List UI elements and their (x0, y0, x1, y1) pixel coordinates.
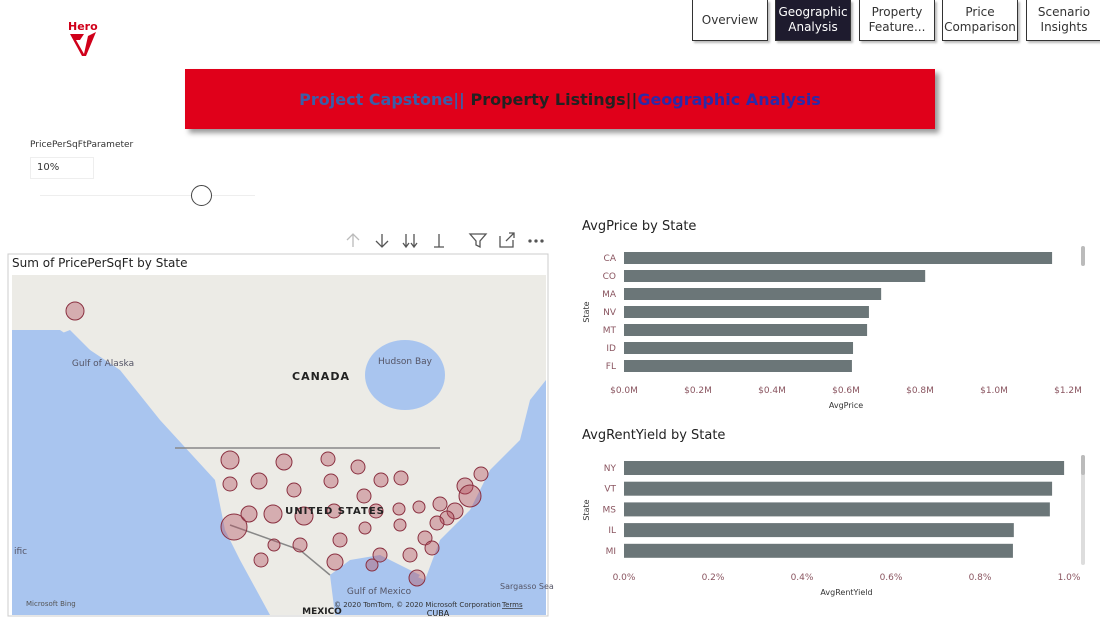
map-brand: Microsoft Bing (26, 600, 76, 608)
map-label: Gulf of Alaska (72, 359, 134, 369)
y-tick-label: MA (602, 290, 617, 300)
scrollbar-thumb[interactable] (1081, 455, 1085, 475)
map-title: Sum of PricePerSqFt by State (12, 256, 187, 270)
map-label: CANADA (292, 370, 350, 383)
y-tick-label: ID (606, 344, 616, 354)
y-tick-label: MT (603, 326, 617, 336)
map-attribution: © 2020 TomTom, © 2020 Microsoft Corporat… (334, 601, 501, 609)
bar (624, 523, 1014, 538)
nav-button[interactable]: Price Comparison (942, 0, 1018, 41)
bar (624, 461, 1065, 475)
map-label: Sargasso Sea (500, 582, 554, 591)
bar (624, 502, 1050, 517)
chart-title: AvgRentYield by State (582, 428, 725, 443)
bar (624, 360, 852, 372)
slider-track (40, 195, 255, 196)
y-tick-label: CA (604, 254, 617, 264)
y-tick-label: VT (604, 485, 616, 495)
bar (624, 543, 1013, 558)
bar (624, 252, 1053, 264)
slider-thumb[interactable] (191, 185, 212, 206)
bar (624, 342, 854, 354)
x-tick-label: 0.4% (791, 573, 814, 583)
x-tick-label: $1.0M (980, 386, 1008, 396)
scrollbar[interactable] (1081, 246, 1085, 266)
logo: Hero (68, 20, 98, 33)
nav-button[interactable]: Property Feature... (859, 0, 935, 41)
x-tick-label: $0.0M (610, 386, 638, 396)
bar (624, 270, 926, 282)
map-label: CUBA (427, 609, 450, 617)
y-tick-label: FL (606, 362, 616, 372)
map-label: ific (14, 547, 27, 557)
slicer-value[interactable]: 10% (30, 157, 94, 179)
bar (624, 324, 868, 336)
bar (624, 481, 1053, 496)
x-tick-label: $0.4M (758, 386, 786, 396)
x-tick-label: 0.2% (702, 573, 725, 583)
banner-part: Geographic Analysis (637, 89, 821, 109)
x-tick-label: 0.8% (969, 573, 992, 583)
y-tick-label: NV (603, 308, 617, 318)
map-label: UNITED STATES (285, 506, 385, 517)
scrollbar[interactable] (1081, 455, 1085, 565)
map-label: Gulf of Mexico (347, 587, 412, 597)
x-tick-label: $0.8M (906, 386, 934, 396)
map-label: Hudson Bay (378, 357, 433, 367)
nav-button[interactable]: Geographic Analysis (775, 0, 851, 41)
map-terms[interactable]: Terms (501, 601, 523, 609)
y-tick-label: CO (603, 272, 616, 282)
visual-toolbar (346, 232, 544, 249)
y-tick-label: IL (608, 526, 616, 536)
x-tick-label: 0.6% (880, 573, 903, 583)
banner: Project Capstone|| Property Listings|| Ge… (185, 69, 935, 129)
x-tick-label: 0.0% (613, 573, 636, 583)
slicer-label: PricePerSqFtParameter (30, 140, 134, 150)
y-tick-label: NY (604, 464, 617, 474)
banner-part: Project Capstone|| (299, 89, 465, 109)
y-axis-label: State (582, 499, 591, 520)
logo-mark (70, 32, 96, 56)
x-tick-label: $0.2M (684, 386, 712, 396)
y-tick-label: MI (606, 547, 616, 557)
x-axis-label: AvgRentYield (820, 588, 872, 597)
x-tick-label: 1.0% (1058, 573, 1081, 583)
nav-button[interactable]: Overview (692, 0, 768, 41)
bar (624, 306, 869, 318)
bar (624, 288, 882, 300)
x-tick-label: $0.6M (832, 386, 860, 396)
x-tick-label: $1.2M (1054, 386, 1082, 396)
map-label: MEXICO (302, 607, 342, 617)
banner-part: Property Listings|| (464, 89, 638, 109)
chart-title: AvgPrice by State (582, 219, 696, 234)
y-tick-label: MS (603, 505, 617, 515)
x-axis-label: AvgPrice (829, 401, 863, 410)
y-axis-label: State (582, 301, 591, 322)
map: Gulf of Alaska CANADA Hudson Bay UNITED … (12, 275, 554, 617)
nav-button[interactable]: Scenario Insights (1026, 0, 1100, 41)
